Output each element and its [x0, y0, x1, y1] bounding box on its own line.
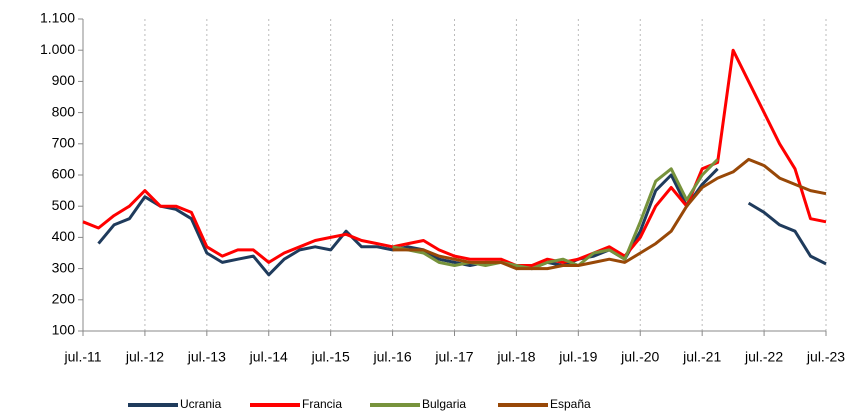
x-tick-label: jul.-17	[434, 349, 473, 365]
x-tick-label: jul.-11	[63, 349, 101, 365]
y-tick-label: 400	[52, 228, 76, 244]
x-tick-label: jul.-16	[373, 349, 412, 365]
series-line	[392, 158, 719, 271]
y-tick-label: 900	[52, 72, 76, 88]
legend-label: Ucrania	[180, 397, 222, 411]
y-tick-label: 1.100	[40, 10, 75, 26]
legend-label: España	[550, 397, 591, 411]
x-tick-label: jul.-22	[744, 349, 783, 365]
x-tick-label: jul.-14	[249, 349, 288, 365]
y-tick-label: 500	[52, 197, 76, 213]
y-tick-label: 600	[52, 166, 76, 182]
series-line	[82, 48, 827, 267]
legend-label: Francia	[302, 397, 342, 411]
x-tick-label: jul.-18	[496, 349, 535, 365]
x-tick-label: jul.-21	[682, 349, 721, 365]
x-tick-label: jul.-12	[125, 349, 164, 365]
x-tick-label: jul.-19	[558, 349, 597, 365]
legend-label: Bulgaria	[422, 397, 466, 411]
y-tick-label: 800	[52, 103, 76, 119]
y-tick-label: 300	[52, 259, 76, 275]
y-tick-label: 1.000	[40, 41, 75, 57]
y-tick-label: 200	[52, 291, 76, 307]
x-tick-label: jul.-13	[187, 349, 226, 365]
y-tick-label: 100	[52, 322, 76, 338]
y-tick-label: 700	[52, 135, 76, 151]
series-line	[392, 157, 827, 271]
x-tick-label: jul.-20	[620, 349, 659, 365]
x-tick-label: jul.-23	[806, 349, 845, 365]
x-tick-label: jul.-15	[311, 349, 350, 365]
